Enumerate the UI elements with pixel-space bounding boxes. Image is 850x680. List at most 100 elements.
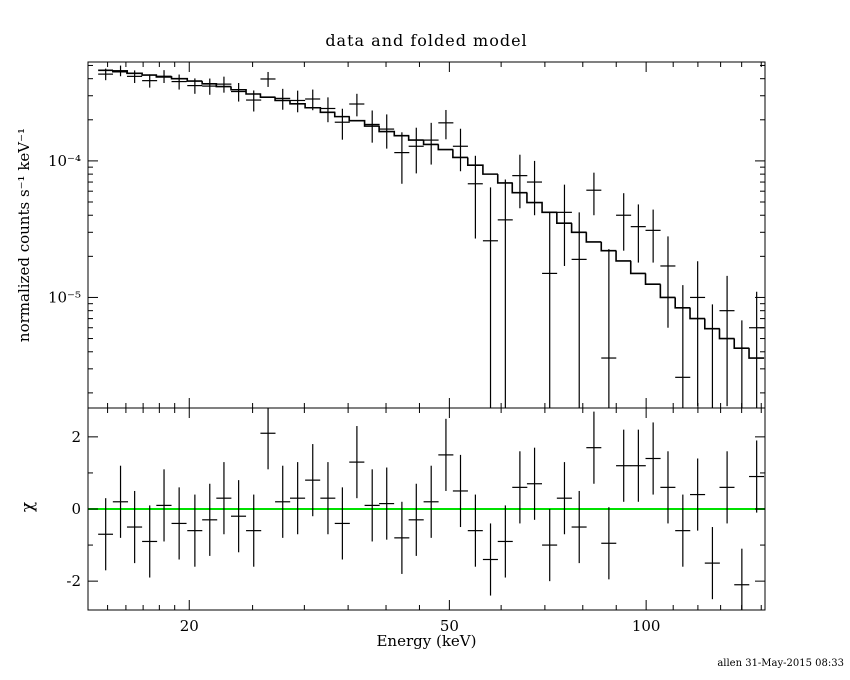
data-point <box>289 90 306 113</box>
residual-point <box>260 408 276 470</box>
residual-point <box>187 494 203 567</box>
residual-point <box>467 494 483 567</box>
data-point <box>556 184 572 266</box>
data-point <box>630 204 646 263</box>
data-point <box>98 68 114 81</box>
x-tick-label: 20 <box>180 617 199 635</box>
data-point <box>438 109 454 140</box>
residual-point <box>112 465 129 538</box>
data-point <box>542 212 558 408</box>
residual-point <box>379 467 395 540</box>
data-point <box>171 74 187 90</box>
data-point <box>467 155 483 239</box>
chart-title: data and folded model <box>325 31 528 50</box>
data-point <box>202 78 218 95</box>
data-point <box>616 193 632 251</box>
residual-point <box>704 527 720 600</box>
data-point <box>305 89 321 111</box>
data-point <box>126 70 143 83</box>
data-point <box>512 154 528 209</box>
data-point <box>320 97 336 123</box>
data-point <box>231 82 247 102</box>
residual-point <box>364 469 380 542</box>
residual-point <box>660 451 676 524</box>
x-tick-label: 100 <box>632 617 661 635</box>
data-point <box>334 108 350 140</box>
data-point <box>216 76 232 93</box>
residual-point <box>334 487 350 560</box>
data-point <box>423 122 439 165</box>
data-point <box>645 209 661 263</box>
data-point <box>408 127 424 174</box>
residual-point <box>749 440 765 513</box>
data-point <box>719 275 735 407</box>
axis-tick-labels: 20 50 100 10⁻⁴ 10⁻⁵ -2 0 2 <box>48 152 660 635</box>
data-point <box>660 236 676 328</box>
residual-point <box>202 483 218 556</box>
data-point <box>586 172 602 216</box>
residual-point <box>512 451 528 524</box>
residual-point <box>156 469 172 542</box>
data-point <box>142 74 158 88</box>
residual-point <box>349 426 365 499</box>
residual-point <box>571 490 587 564</box>
residual-point <box>452 454 468 528</box>
residual-point <box>98 498 114 571</box>
x-tick-label: 50 <box>440 617 459 635</box>
y-tick-label-bottom: 0 <box>71 500 81 518</box>
residual-point <box>497 505 513 578</box>
data-point <box>452 128 468 172</box>
residual-point <box>719 451 735 524</box>
residual-point <box>142 505 158 578</box>
residual-point <box>616 429 632 502</box>
data-point <box>246 90 262 112</box>
residual-point <box>556 462 572 535</box>
data-point <box>379 114 395 149</box>
data-point <box>187 78 203 94</box>
y-tick-label-bottom: 2 <box>71 428 81 446</box>
plot-footer: allen 31-May-2015 08:33 <box>717 658 844 669</box>
data-point <box>749 291 765 408</box>
residual-point <box>394 501 410 574</box>
data-point <box>601 249 617 408</box>
residual-data-points <box>98 408 765 610</box>
residual-point <box>482 523 498 596</box>
residual-point <box>526 447 542 520</box>
residual-point <box>231 480 247 553</box>
y-tick-label-top: 10⁻⁵ <box>48 288 81 306</box>
data-point <box>482 187 498 408</box>
residual-point <box>289 462 306 535</box>
residual-point <box>423 465 439 538</box>
residual-point <box>320 462 336 535</box>
data-point <box>260 71 276 87</box>
residual-point <box>171 487 187 560</box>
data-point <box>690 261 706 407</box>
residual-point <box>601 507 617 580</box>
residual-point <box>438 418 454 491</box>
residual-point <box>216 462 232 535</box>
residual-point <box>246 494 262 567</box>
data-point <box>364 110 380 143</box>
data-point <box>497 179 513 408</box>
y-tick-label-top: 10⁻⁴ <box>48 152 81 170</box>
data-point <box>349 93 365 117</box>
model-step-line <box>98 69 765 359</box>
residual-point <box>586 411 602 484</box>
residual-point <box>675 494 691 567</box>
data-point <box>741 320 743 408</box>
residual-point <box>645 422 661 495</box>
spectrum-data-points <box>98 65 765 408</box>
residual-point <box>305 444 321 517</box>
data-point <box>711 304 714 408</box>
residual-point <box>542 509 558 582</box>
residual-point <box>275 465 291 538</box>
data-point <box>526 160 542 216</box>
data-point <box>112 65 129 77</box>
data-point <box>675 285 691 408</box>
residual-point <box>408 483 424 556</box>
residual-point <box>126 490 143 564</box>
x-axis-label: Energy (keV) <box>376 632 477 650</box>
data-point <box>275 88 291 110</box>
